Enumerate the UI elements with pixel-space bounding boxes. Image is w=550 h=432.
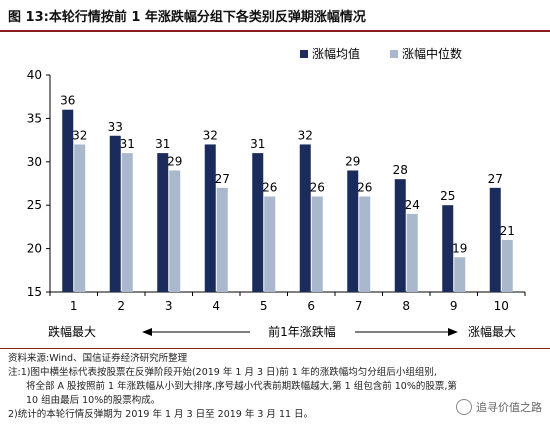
x-tick-label: 2 [117,299,125,313]
left-arrow-head [142,328,152,336]
data-label: 31 [155,137,170,151]
bar-median [501,239,513,292]
bar-mean [109,135,121,292]
bar-mean [204,144,216,292]
bar-mean [62,109,74,292]
data-label: 27 [488,172,503,186]
right-arrow-head [448,328,458,336]
x-tick-label: 3 [165,299,173,313]
bar-mean [489,187,501,292]
y-tick-label: 25 [27,198,42,212]
bar-chart: 15 20 25 30 35 40 36 32 1 33 31 2 31 29 3 32 27 4 31 26 5 32 2… [27,46,526,339]
bar-median [74,144,86,292]
data-label: 32 [72,128,87,142]
notes-divider [0,348,550,349]
data-label: 29 [345,154,360,168]
title-divider [0,30,550,32]
notes-block: 资料来源:Wind、国信证券经济研究所整理 注:1)图中横坐标代表按股票在反弹阶… [8,352,548,422]
data-label: 26 [262,181,277,195]
bar-median [359,196,371,292]
y-tick-label: 40 [27,68,42,82]
figure-title-bar: 图 13:本轮行情按前 1 年涨跌幅分组下各类别反弹期涨幅情况 [0,0,550,28]
note-1b: 将全部 A 股按照前 1 年涨跌幅从小到大排序,序号越小代表前期跌幅越大,第 1… [26,381,457,392]
bar-median [454,257,466,292]
watermark: 追寻价值之路 [456,399,542,415]
legend-label: 涨幅中位数 [402,46,462,61]
x-tick-label: 5 [260,299,268,313]
axis-annotation-center: 前1年涨跌幅 [268,324,336,339]
x-tick-label: 7 [355,299,363,313]
note-2: 2)统计的本轮行情反弹期为 2019 年 1 月 3 日至 2019 年 3 月… [8,409,314,420]
data-label: 26 [310,181,325,195]
data-label: 26 [357,181,372,195]
watermark-text: 追寻价值之路 [476,401,542,414]
data-label: 19 [452,241,467,255]
x-tick-label: 4 [212,299,220,313]
data-label: 24 [405,198,420,212]
bar-median [121,153,133,292]
data-label: 28 [393,163,408,177]
x-tick-label: 8 [402,299,410,313]
legend-swatch [300,50,308,58]
bar-mean [157,153,169,292]
x-tick-label: 10 [494,299,509,313]
data-label: 32 [203,128,218,142]
bar-median [311,196,323,292]
figure-title: 图 13:本轮行情按前 1 年涨跌幅分组下各类别反弹期涨幅情况 [8,10,366,25]
source-note: 资料来源:Wind、国信证券经济研究所整理 [8,353,188,364]
data-label: 32 [298,128,313,142]
bar-mean [299,144,311,292]
bar-mean [442,205,454,292]
bar-mean [394,179,406,292]
bar-median [169,170,181,292]
legend-label: 涨幅均值 [312,46,360,61]
data-label: 27 [215,172,230,186]
data-label: 36 [60,94,75,108]
bar-median [264,196,276,292]
axis-annotation-left: 跌幅最大 [48,324,96,339]
data-label: 29 [167,154,182,168]
y-tick-label: 30 [27,155,42,169]
y-tick-label: 35 [27,111,42,125]
data-label: 21 [500,224,515,238]
data-label: 25 [440,189,455,203]
x-tick-label: 9 [450,299,458,313]
bar-mean [347,170,359,292]
axis-annotation-right: 涨幅最大 [468,324,516,339]
data-label: 31 [250,137,265,151]
y-tick-label: 20 [27,242,42,256]
data-label: 33 [108,120,123,134]
bar-median [216,187,228,292]
data-label: 31 [120,137,135,151]
legend-swatch [390,50,398,58]
x-tick-label: 1 [70,299,78,313]
bar-median [406,213,418,292]
wechat-icon [456,399,472,415]
note-1a: 注:1)图中横坐标代表按股票在反弹阶段开始(2019 年 1 月 3 日)前 1… [8,367,437,378]
note-1c: 10 组由最后 10%的股票构成。 [26,395,161,406]
y-tick-label: 15 [27,285,42,299]
bar-mean [252,153,264,292]
x-tick-label: 6 [307,299,315,313]
